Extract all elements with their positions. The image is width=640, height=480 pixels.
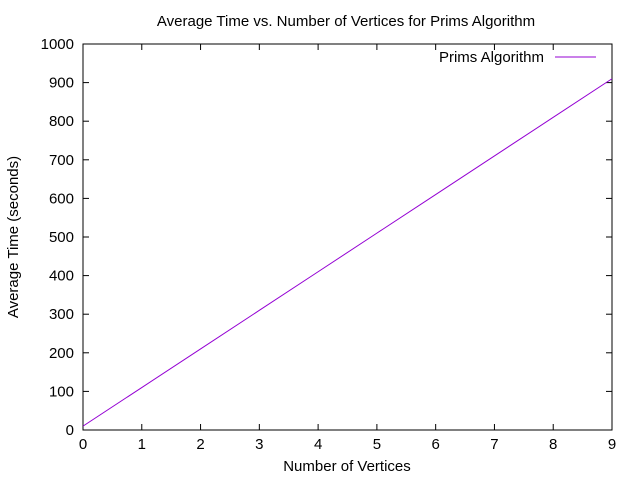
y-axis: 0 100 200 300 400 500 600 700 800 900 1000: [41, 36, 612, 439]
x-tick-label: 7: [490, 436, 498, 453]
y-tick-label: 800: [49, 113, 74, 130]
x-tick-label: 6: [431, 436, 439, 453]
y-tick-label: 0: [66, 422, 74, 439]
y-tick-label: 100: [49, 383, 74, 400]
y-tick-label: 1000: [41, 36, 74, 53]
y-tick-label: 500: [49, 229, 74, 246]
x-tick-label: 9: [608, 436, 616, 453]
y-tick-label: 900: [49, 75, 74, 92]
series-layer: [82, 78, 613, 427]
chart-title: Average Time vs. Number of Vertices for …: [157, 13, 535, 30]
x-tick-label: 8: [549, 436, 557, 453]
x-tick-label: 0: [79, 436, 87, 453]
legend: Prims Algorithm: [439, 49, 596, 66]
series-line-0: [82, 78, 613, 427]
x-tick-label: 2: [196, 436, 204, 453]
y-tick-label: 300: [49, 306, 74, 323]
plot-frame: [82, 43, 613, 431]
x-tick-label: 1: [138, 436, 146, 453]
y-tick-label: 400: [49, 268, 74, 285]
x-axis: 0 1 2 3 4 5 6 7 8 9: [79, 44, 616, 453]
y-tick-label: 200: [49, 345, 74, 362]
x-tick-label: 5: [373, 436, 381, 453]
y-axis-label: Average Time (seconds): [5, 156, 22, 318]
y-tick-label: 700: [49, 152, 74, 169]
x-axis-label: Number of Vertices: [283, 458, 411, 475]
legend-label: Prims Algorithm: [439, 49, 544, 66]
y-tick-label: 600: [49, 190, 74, 207]
x-tick-label: 4: [314, 436, 322, 453]
x-tick-label: 3: [255, 436, 263, 453]
